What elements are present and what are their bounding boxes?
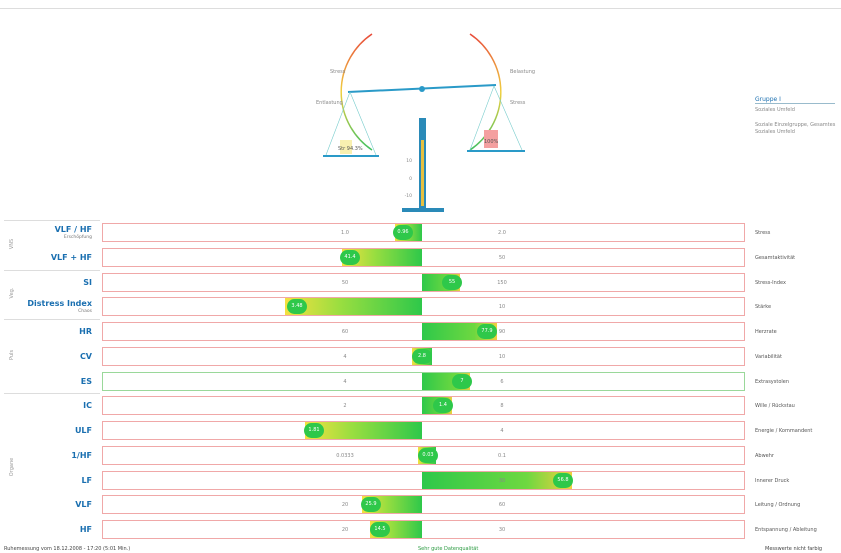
left-tick: 4 — [343, 353, 347, 360]
right-tick: 90 — [498, 329, 506, 335]
bar — [285, 298, 422, 316]
value-label: 7 — [452, 373, 472, 389]
bar — [342, 248, 422, 266]
left-tick: 60 — [341, 329, 349, 335]
arc-label: Stress — [510, 100, 526, 106]
footer-left: Ruhemessung vom 18.12.2008 - 17:20 (5:01… — [4, 546, 131, 552]
group-separator — [4, 269, 100, 271]
value-label: 14.5 — [370, 522, 390, 537]
left-tick: 2 — [343, 403, 347, 410]
right-label: Stress — [755, 230, 771, 236]
bar — [422, 471, 572, 489]
right-tick: 150 — [497, 279, 507, 286]
right-label: Variabilität — [755, 353, 782, 360]
legend-title: Gruppe I — [755, 96, 835, 104]
right-label: Extrasystolen — [755, 378, 790, 385]
value-label: 3.48 — [287, 299, 307, 315]
pan-label: 100% — [484, 139, 499, 145]
value-label: 2.8 — [412, 348, 432, 364]
pillar-tick: 10 — [406, 158, 412, 164]
left-tick: 50 — [341, 279, 349, 286]
row-box — [102, 297, 745, 317]
right-tick: 2.0 — [498, 230, 506, 236]
arc-label: Entlastung — [316, 100, 343, 106]
balance-scale: Stress Entlastung Belastung Stress Str 9… — [316, 33, 535, 212]
metric-name: HF — [79, 525, 92, 534]
value-label: 55 — [442, 274, 462, 290]
metric-name: Distress Index — [27, 299, 92, 309]
right-label: Energie / Kommandent — [755, 428, 813, 434]
legend-subtitle: Soziales Umfeld — [755, 107, 795, 113]
pillar-tick: 0 — [409, 176, 412, 182]
left-tick: 20 — [341, 502, 349, 509]
metric-name: CV — [79, 351, 92, 361]
right-tick: 60 — [498, 502, 506, 509]
right-tick: 8 — [500, 403, 504, 410]
value-label: 0.96 — [393, 225, 413, 240]
right-label: Herzrate — [755, 329, 777, 335]
row-box — [102, 223, 745, 242]
right-label: Stress-Index — [755, 279, 786, 286]
left-tick: 0.0333 — [336, 452, 354, 459]
metric-sub: Chaos — [78, 309, 92, 315]
value-label: 77.9 — [477, 324, 497, 339]
value-label: 1.81 — [304, 423, 324, 438]
row-box — [102, 247, 745, 267]
arc-label: Stress — [330, 69, 346, 75]
legend-line: Soziales Umfeld — [755, 129, 795, 135]
metric-name: VLF + HF — [50, 252, 92, 262]
metric-name: ULF — [74, 426, 92, 435]
metric-name: LF — [81, 475, 92, 485]
right-tick: 10 — [498, 304, 506, 311]
row-box — [102, 421, 745, 440]
metric-name: HR — [79, 327, 92, 336]
metric-name: SI — [83, 277, 92, 287]
row-box — [102, 520, 745, 539]
value-label: 0.03 — [418, 447, 438, 463]
right-tick: 10 — [498, 353, 506, 360]
left-tick: 1.0 — [341, 230, 349, 236]
metric-name: VLF — [75, 500, 92, 510]
right-label: Wille / Rückstau — [755, 403, 795, 410]
left-tick: 20 — [341, 527, 349, 533]
top-border — [0, 8, 841, 9]
left-tick: 4 — [343, 378, 347, 385]
metric-name: IC — [83, 401, 92, 411]
right-label: Innerer Druck — [755, 477, 790, 484]
group-separator — [4, 393, 100, 395]
right-tick: 4 — [500, 428, 504, 434]
group-separator — [4, 220, 100, 221]
group-separator — [4, 319, 100, 320]
bar — [305, 422, 422, 439]
metric-name: ES — [80, 376, 92, 386]
metric-sub: Erschöpfung — [63, 235, 92, 240]
right-label: Entspannung / Ableitung — [755, 527, 817, 533]
row-box — [102, 495, 745, 515]
metric-name: 1/HF — [71, 450, 92, 460]
right-label: Abwehr — [755, 452, 774, 459]
right-tick: 30 — [498, 527, 506, 533]
right-label: Stärke — [755, 304, 772, 311]
arc-label: Belastung — [510, 69, 535, 75]
footer-right: Messwerte nicht farbig — [765, 546, 823, 552]
legend-line: Soziale Einzelgruppe, Gesamtes — [755, 122, 836, 128]
value-label: 56.8 — [553, 472, 573, 488]
right-tick: 50 — [498, 254, 506, 261]
right-tick: 0.1 — [498, 452, 506, 459]
value-label: 25.9 — [361, 497, 381, 513]
pan-label: Str 94.3% — [338, 146, 363, 152]
right-label: Gesamtaktivität — [755, 254, 796, 261]
metric-name: VLF / HF — [54, 225, 92, 234]
pillar-tick: -10 — [405, 193, 412, 199]
value-label: 1.4 — [433, 398, 453, 414]
right-tick: 6 — [500, 378, 504, 385]
right-tick: 30 — [498, 477, 506, 484]
value-label: 41.4 — [340, 249, 360, 265]
right-label: Leitung / Ordnung — [755, 502, 801, 509]
footer-center: Sehr gute Datenqualität — [418, 546, 479, 552]
